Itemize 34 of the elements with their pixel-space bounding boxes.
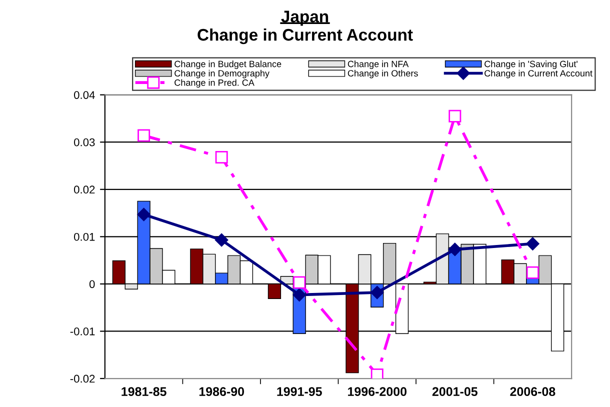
y-tick-label: 0 [89, 280, 95, 288]
point [526, 266, 539, 279]
y-tick-label: 0.04 [74, 91, 95, 99]
chart-title: Japan [281, 10, 328, 26]
legend-label: Change in Demography [174, 70, 270, 78]
point [215, 150, 228, 164]
y-tick-label: 0.01 [74, 232, 95, 241]
x-tick-label: 1981-85 [122, 387, 166, 396]
point [370, 368, 384, 379]
point [214, 233, 228, 247]
y-tick-label: 0.03 [74, 138, 95, 146]
chart-subtitle: Change in Current Account [198, 28, 413, 44]
y-tick-label: -0.02 [70, 374, 95, 383]
x-tick-label: 1986-90 [199, 387, 244, 396]
x-tick-label: 1996-2000 [348, 387, 407, 396]
point [292, 288, 306, 302]
legend-label: Change in Budget Balance [174, 60, 282, 69]
y-tick-label: 0.02 [74, 186, 95, 194]
x-tick-label: 2001-05 [432, 387, 478, 396]
legend-label: Change in Others [348, 70, 418, 78]
point [137, 208, 150, 222]
point [138, 129, 150, 142]
x-tick-label: 1991-95 [277, 387, 322, 396]
point [526, 237, 540, 250]
legend-label: Change in Current Account [484, 70, 592, 78]
point [293, 276, 306, 289]
x-tick-label: 2006-08 [510, 387, 556, 396]
y-tick-label: -0.01 [70, 328, 95, 336]
legend-label: Change in 'Saving Glut' [484, 60, 578, 69]
point [448, 242, 462, 256]
point [370, 286, 384, 300]
legend-label: Change in Pred. CA [174, 79, 254, 88]
point [448, 110, 462, 122]
legend-label: Change in NFA [348, 60, 409, 69]
